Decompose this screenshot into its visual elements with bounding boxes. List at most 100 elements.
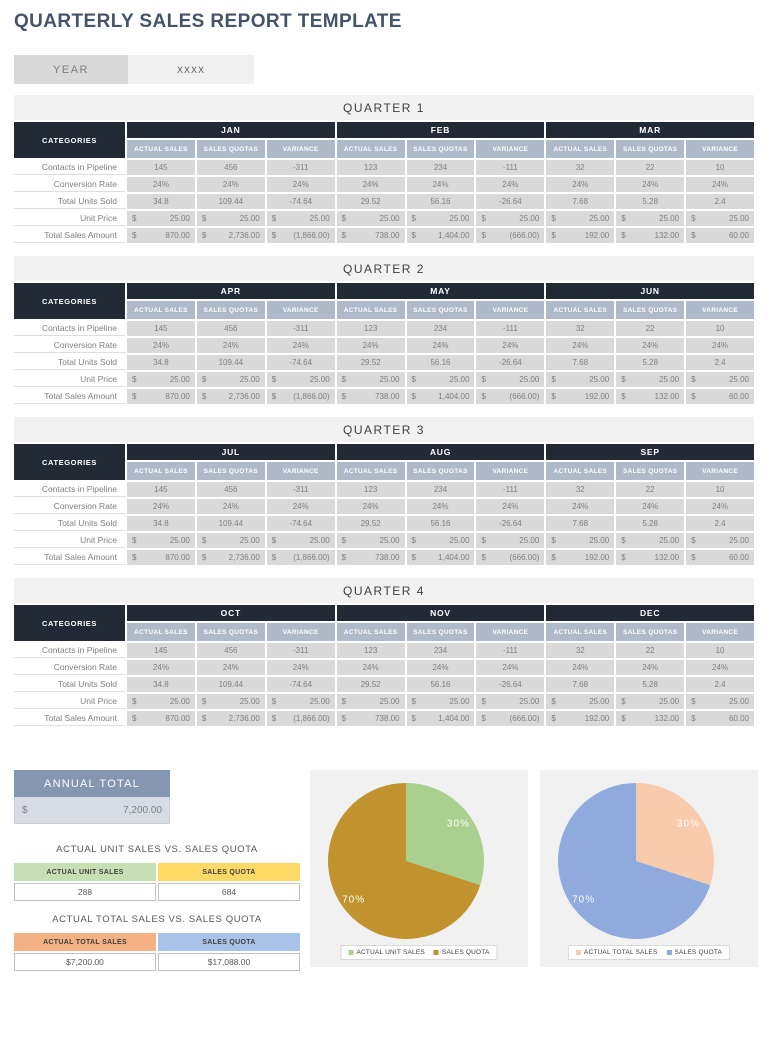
data-cell[interactable]: 145 <box>127 482 195 497</box>
data-cell[interactable]: $192.00 <box>546 550 615 565</box>
data-cell[interactable]: 29.52 <box>336 355 405 370</box>
data-cell[interactable]: $ (666.00) <box>476 711 545 726</box>
data-cell[interactable]: -111 <box>476 321 545 336</box>
data-cell[interactable]: 56.16 <box>406 194 475 209</box>
data-cell[interactable]: -26.64 <box>476 355 545 370</box>
data-cell[interactable]: 123 <box>336 643 405 658</box>
data-cell[interactable]: $25.00 <box>266 211 335 226</box>
data-cell[interactable]: $25.00 <box>686 694 754 709</box>
data-cell[interactable]: 24% <box>266 499 335 514</box>
data-cell[interactable]: 24% <box>196 338 265 353</box>
data-cell[interactable]: 145 <box>127 321 195 336</box>
data-cell[interactable]: 456 <box>196 643 265 658</box>
data-cell[interactable]: 123 <box>336 321 405 336</box>
data-cell[interactable]: 2.4 <box>686 516 754 531</box>
data-cell[interactable]: $132.00 <box>616 389 685 404</box>
data-cell[interactable]: 24% <box>406 660 475 675</box>
data-cell[interactable]: $1,404.00 <box>406 228 475 243</box>
data-cell[interactable]: $25.00 <box>616 372 685 387</box>
data-cell[interactable]: 24% <box>196 660 265 675</box>
data-cell[interactable]: 24% <box>127 177 195 192</box>
data-cell[interactable]: $25.00 <box>406 533 475 548</box>
data-cell[interactable]: 32 <box>546 321 615 336</box>
data-cell[interactable]: 456 <box>196 321 265 336</box>
data-cell[interactable]: $25.00 <box>616 694 685 709</box>
data-cell[interactable]: $ (666.00) <box>476 228 545 243</box>
data-cell[interactable]: $25.00 <box>336 211 405 226</box>
data-cell[interactable]: $25.00 <box>266 372 335 387</box>
data-cell[interactable]: 10 <box>686 643 754 658</box>
unit-quota-value-cell[interactable]: 684 <box>158 883 300 901</box>
data-cell[interactable]: 24% <box>336 660 405 675</box>
data-cell[interactable]: 24% <box>336 338 405 353</box>
data-cell[interactable]: 234 <box>406 643 475 658</box>
data-cell[interactable]: 7.68 <box>546 355 615 370</box>
data-cell[interactable]: -311 <box>266 160 335 175</box>
data-cell[interactable]: 10 <box>686 482 754 497</box>
data-cell[interactable]: 24% <box>616 338 685 353</box>
data-cell[interactable]: 10 <box>686 160 754 175</box>
data-cell[interactable]: 2.4 <box>686 194 754 209</box>
data-cell[interactable]: $25.00 <box>406 372 475 387</box>
data-cell[interactable]: $870.00 <box>127 228 195 243</box>
data-cell[interactable]: -311 <box>266 482 335 497</box>
data-cell[interactable]: 24% <box>616 660 685 675</box>
data-cell[interactable]: 24% <box>686 499 754 514</box>
annual-total-value-cell[interactable]: $ 7,200.00 <box>14 797 170 824</box>
data-cell[interactable]: 234 <box>406 321 475 336</box>
data-cell[interactable]: $25.00 <box>127 533 195 548</box>
data-cell[interactable]: 7.68 <box>546 194 615 209</box>
data-cell[interactable]: $192.00 <box>546 711 615 726</box>
data-cell[interactable]: $25.00 <box>546 211 615 226</box>
data-cell[interactable]: -74.64 <box>266 516 335 531</box>
data-cell[interactable]: $870.00 <box>127 550 195 565</box>
data-cell[interactable]: 123 <box>336 160 405 175</box>
data-cell[interactable]: 24% <box>476 177 545 192</box>
data-cell[interactable]: $25.00 <box>476 372 545 387</box>
data-cell[interactable]: 24% <box>266 660 335 675</box>
data-cell[interactable]: 32 <box>546 482 615 497</box>
data-cell[interactable]: 34.8 <box>127 194 195 209</box>
data-cell[interactable]: $25.00 <box>336 533 405 548</box>
data-cell[interactable]: $25.00 <box>406 211 475 226</box>
data-cell[interactable]: $2,736.00 <box>196 550 265 565</box>
data-cell[interactable]: $25.00 <box>686 211 754 226</box>
data-cell[interactable]: 24% <box>546 499 615 514</box>
data-cell[interactable]: $25.00 <box>127 694 195 709</box>
data-cell[interactable]: 7.68 <box>546 677 615 692</box>
data-cell[interactable]: 24% <box>546 338 615 353</box>
data-cell[interactable]: 5.28 <box>616 516 685 531</box>
data-cell[interactable]: $25.00 <box>546 533 615 548</box>
data-cell[interactable]: $ (666.00) <box>476 389 545 404</box>
data-cell[interactable]: $25.00 <box>546 372 615 387</box>
data-cell[interactable]: $ (666.00) <box>476 550 545 565</box>
data-cell[interactable]: 2.4 <box>686 677 754 692</box>
data-cell[interactable]: -111 <box>476 643 545 658</box>
data-cell[interactable]: 24% <box>546 660 615 675</box>
total-quota-value-cell[interactable]: $17,088.00 <box>158 953 300 971</box>
data-cell[interactable]: $25.00 <box>686 372 754 387</box>
data-cell[interactable]: 24% <box>406 499 475 514</box>
data-cell[interactable]: 24% <box>196 499 265 514</box>
data-cell[interactable]: $ (1,866.00) <box>266 711 335 726</box>
data-cell[interactable]: $25.00 <box>336 372 405 387</box>
data-cell[interactable]: 24% <box>127 338 195 353</box>
data-cell[interactable]: 22 <box>616 160 685 175</box>
data-cell[interactable]: $2,736.00 <box>196 228 265 243</box>
data-cell[interactable]: $192.00 <box>546 389 615 404</box>
data-cell[interactable]: 29.52 <box>336 516 405 531</box>
data-cell[interactable]: 24% <box>686 338 754 353</box>
data-cell[interactable]: $132.00 <box>616 711 685 726</box>
data-cell[interactable]: 145 <box>127 643 195 658</box>
data-cell[interactable]: 24% <box>686 177 754 192</box>
data-cell[interactable]: 109.44 <box>196 677 265 692</box>
data-cell[interactable]: 5.28 <box>616 677 685 692</box>
data-cell[interactable]: 456 <box>196 160 265 175</box>
data-cell[interactable]: $25.00 <box>266 533 335 548</box>
data-cell[interactable]: -111 <box>476 482 545 497</box>
data-cell[interactable]: $60.00 <box>686 711 754 726</box>
data-cell[interactable]: $1,404.00 <box>406 711 475 726</box>
data-cell[interactable]: 56.16 <box>406 677 475 692</box>
data-cell[interactable]: -311 <box>266 321 335 336</box>
data-cell[interactable]: 24% <box>406 338 475 353</box>
